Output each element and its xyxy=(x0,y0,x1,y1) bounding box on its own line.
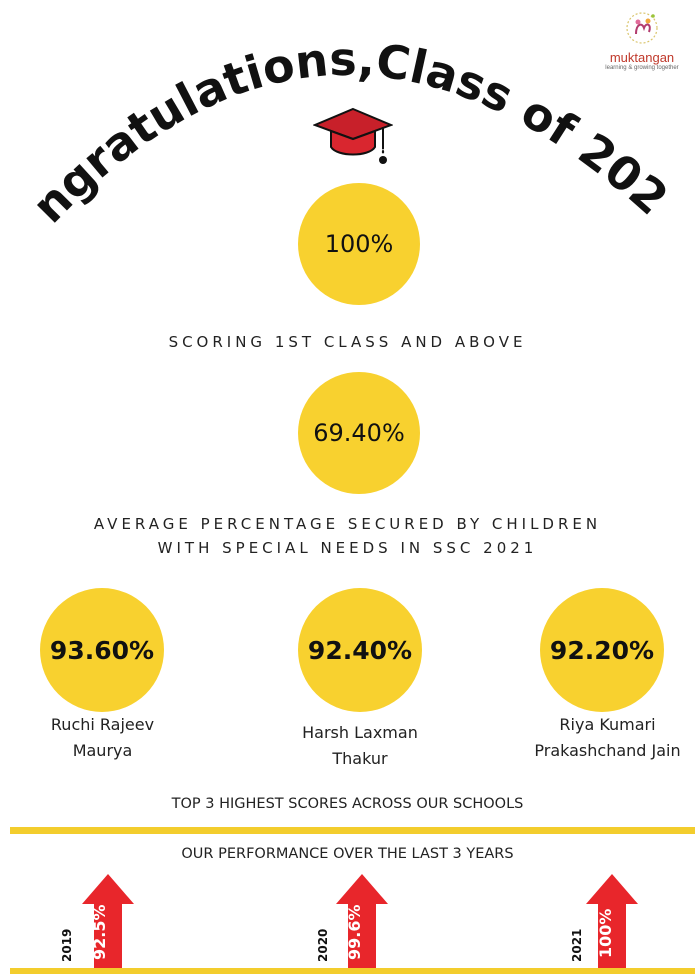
divider-bar-top xyxy=(10,827,695,834)
logo: muktangan learning & growing together xyxy=(592,10,692,71)
stat-label-first-class: SCORING 1ST CLASS AND ABOVE xyxy=(168,333,527,351)
topper-circle-2: 92.40% xyxy=(298,588,422,712)
up-arrow-icon-2020 xyxy=(336,874,388,968)
stat-label-average-line2: WITH SPECIAL NEEDS IN SSC 2021 xyxy=(157,539,538,557)
performance-value-2021: 100% xyxy=(596,908,615,958)
topper-name-1-line1: Ruchi Rajeev xyxy=(50,715,155,734)
stat-value-first-class: 100% xyxy=(324,230,394,258)
performance-year-2021: 2021 xyxy=(570,928,584,962)
up-arrow-icon-2019 xyxy=(82,874,134,968)
performance-caption: OUR PERFORMANCE OVER THE LAST 3 YEARS xyxy=(181,846,514,862)
topper-name-2-line2: Thakur xyxy=(332,749,388,768)
toppers-caption: TOP 3 HIGHEST SCORES ACROSS OUR SCHOOLS xyxy=(171,796,524,812)
muktangan-logo-icon xyxy=(626,12,658,44)
topper-score-3: 92.20% xyxy=(549,635,655,665)
topper-name-3-line2: Prakashchand Jain xyxy=(534,741,681,760)
graduation-cap-icon xyxy=(313,107,393,164)
topper-score-2: 92.40% xyxy=(307,635,413,665)
topper-name-1-line2: Maurya xyxy=(72,741,133,760)
stat-value-average: 69.40% xyxy=(313,419,405,447)
performance-year-2019: 2019 xyxy=(60,928,74,962)
topper-name-1: Ruchi Rajeev Maurya xyxy=(20,712,185,764)
logo-brand: muktangan xyxy=(609,50,675,65)
topper-name-2: Harsh Laxman Thakur xyxy=(270,720,450,772)
topper-circle-1: 93.60% xyxy=(40,588,164,712)
divider-bar-bottom xyxy=(10,968,695,974)
performance-year-2020: 2020 xyxy=(316,928,330,962)
topper-circle-3: 92.20% xyxy=(540,588,664,712)
topper-name-3: Riya Kumari Prakashchand Jain xyxy=(520,712,695,764)
stat-circle-first-class: 100% xyxy=(298,183,420,305)
performance-value-2020: 99.6% xyxy=(345,904,364,960)
stat-label-average: AVERAGE PERCENTAGE SECURED BY CHILDREN W… xyxy=(0,512,695,560)
topper-score-1: 93.60% xyxy=(49,635,155,665)
stat-circle-average: 69.40% xyxy=(298,372,420,494)
performance-value-2019: 92.5% xyxy=(90,904,109,960)
up-arrow-icon-2021 xyxy=(586,874,638,968)
topper-name-2-line1: Harsh Laxman xyxy=(302,723,418,742)
topper-name-3-line1: Riya Kumari xyxy=(559,715,656,734)
logo-tagline: learning & growing together xyxy=(605,65,679,71)
stat-label-average-line1: AVERAGE PERCENTAGE SECURED BY CHILDREN xyxy=(93,515,602,533)
